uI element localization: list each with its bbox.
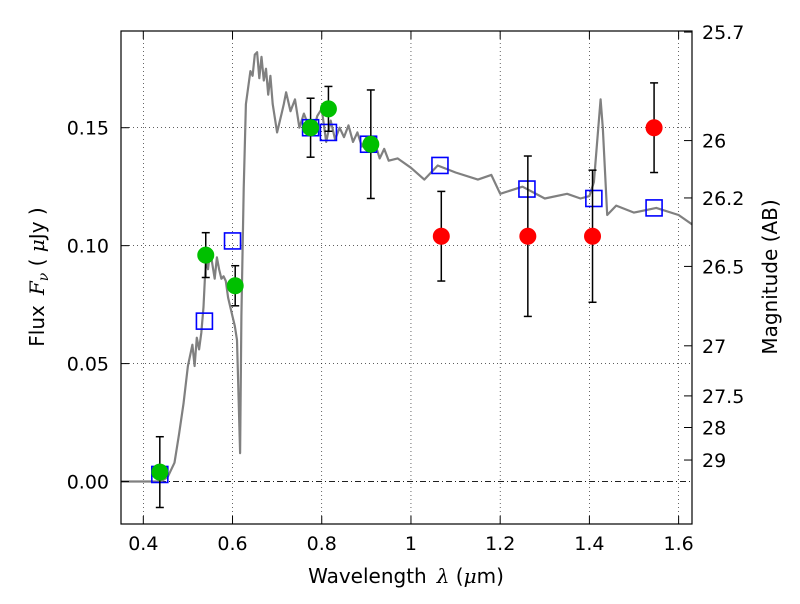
y-axis-label: FluxFν ( μJy ) bbox=[25, 207, 52, 346]
square-marker bbox=[223, 232, 242, 250]
x-tick-label: 1.6 bbox=[664, 533, 694, 555]
x-tick-label: 0.8 bbox=[307, 533, 337, 555]
y-tick-label: 0.00 bbox=[67, 472, 109, 494]
x-axis-label: Wavelength λ (μm) bbox=[308, 564, 504, 588]
y-tick-label: 0.15 bbox=[67, 118, 109, 140]
y2-tick-label: 25.7 bbox=[702, 22, 744, 44]
square-marker bbox=[645, 199, 663, 217]
y-tick-label: 0.05 bbox=[67, 354, 109, 376]
circle-marker bbox=[319, 100, 337, 118]
circle-marker bbox=[362, 135, 380, 153]
circle-marker bbox=[584, 227, 602, 245]
circle-marker bbox=[432, 227, 450, 245]
square-marker bbox=[518, 180, 536, 198]
y2-tick-label: 28 bbox=[702, 418, 726, 440]
y2-axis-label: Magnitude (AB) bbox=[758, 199, 782, 354]
x-tick-label: 1.4 bbox=[574, 533, 604, 555]
y2-tick-label: 26 bbox=[702, 131, 726, 153]
y-tick-label: 0.10 bbox=[67, 236, 109, 258]
model-sed-curve bbox=[121, 51, 692, 483]
plot-area bbox=[121, 51, 692, 483]
square-marker bbox=[585, 189, 603, 208]
plot-frame bbox=[120, 30, 693, 525]
y2-tick-label: 26.5 bbox=[702, 256, 744, 278]
y2-tick-label: 27.5 bbox=[702, 386, 744, 408]
y2-tick-label: 26.2 bbox=[702, 188, 744, 210]
square-marker bbox=[195, 312, 214, 330]
x-tick-label: 1.2 bbox=[485, 533, 515, 555]
axis-ticks: 0.4 0.6 0.8 1 1.2 1.4 1.6 0.00 0.05 0.10 0.15 25.7 2… bbox=[67, 22, 745, 555]
x-tick-label: 0.6 bbox=[217, 533, 247, 555]
circle-marker bbox=[197, 246, 215, 264]
circle-marker bbox=[226, 277, 244, 295]
circle-marker bbox=[519, 227, 537, 245]
circle-marker bbox=[302, 119, 320, 137]
y2-tick-label: 29 bbox=[702, 450, 726, 472]
square-marker bbox=[431, 156, 449, 175]
y2-tick-label: 27 bbox=[702, 336, 726, 358]
circle-marker bbox=[151, 463, 169, 481]
circle-marker bbox=[645, 119, 663, 137]
x-tick-label: 1 bbox=[405, 533, 417, 555]
x-tick-label: 0.4 bbox=[128, 533, 158, 555]
markers bbox=[151, 82, 663, 509]
